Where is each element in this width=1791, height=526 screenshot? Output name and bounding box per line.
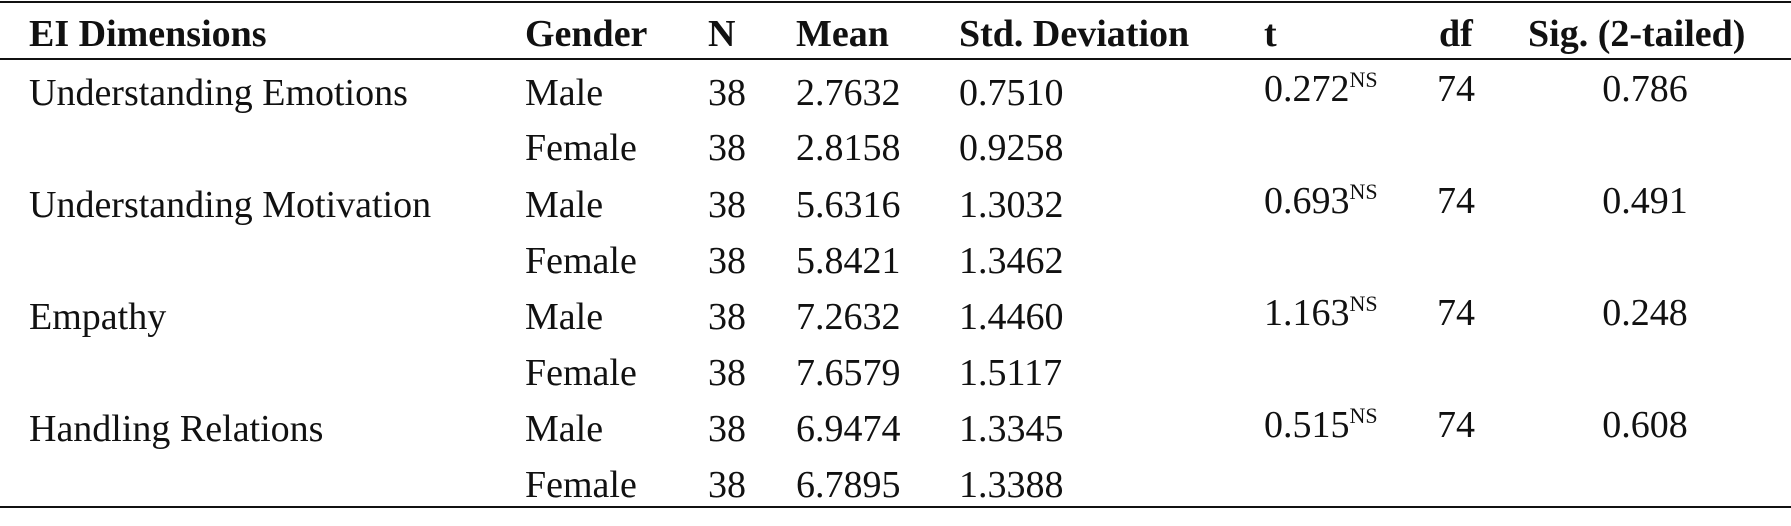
mean: 6.7895 [796, 464, 901, 506]
sig: 0.786 [1602, 68, 1688, 110]
t-value: 0.272 [1264, 68, 1350, 110]
t-value: 0.693 [1264, 180, 1350, 222]
column-header: t [1264, 13, 1277, 55]
mean: 7.6579 [796, 352, 901, 394]
n: 38 [708, 72, 746, 114]
t-note: NS [1350, 403, 1378, 428]
df: 74 [1437, 292, 1475, 334]
std-deviation: 1.3462 [959, 240, 1064, 282]
dimension: Understanding Motivation [29, 184, 431, 226]
dimension: Empathy [29, 296, 166, 338]
column-header: Gender [525, 13, 648, 55]
n: 38 [708, 408, 746, 450]
t-value: 0.515 [1264, 404, 1350, 446]
sig: 0.248 [1602, 292, 1688, 334]
std-deviation: 1.5117 [959, 352, 1062, 394]
sig: 0.608 [1602, 404, 1688, 446]
df: 74 [1437, 68, 1475, 110]
dimension: Handling Relations [29, 408, 323, 450]
sig: 0.491 [1602, 180, 1688, 222]
mean: 5.8421 [796, 240, 901, 282]
std-deviation: 1.4460 [959, 296, 1064, 338]
column-header: EI Dimensions [29, 13, 267, 55]
gender: Male [525, 184, 603, 226]
mean: 6.9474 [796, 408, 901, 450]
gender: Male [525, 72, 603, 114]
n: 38 [708, 127, 746, 169]
column-header: df [1439, 13, 1474, 55]
df: 74 [1437, 404, 1475, 446]
std-deviation: 0.9258 [959, 127, 1064, 169]
n: 38 [708, 296, 746, 338]
column-header: Sig. (2-tailed) [1528, 13, 1745, 55]
mean: 2.7632 [796, 72, 901, 114]
n: 38 [708, 240, 746, 282]
t-cell: 0.272NS [1264, 67, 1378, 110]
std-deviation: 1.3388 [959, 464, 1064, 506]
gender: Female [525, 352, 637, 394]
t-cell: 1.163NS [1264, 291, 1378, 334]
column-header: Std. Deviation [959, 13, 1189, 55]
mean: 2.8158 [796, 127, 901, 169]
n: 38 [708, 184, 746, 226]
n: 38 [708, 464, 746, 506]
gender: Male [525, 408, 603, 450]
column-header: Mean [796, 13, 889, 55]
dimension: Understanding Emotions [29, 72, 408, 114]
column-header: N [708, 13, 735, 55]
t-cell: 0.693NS [1264, 179, 1378, 222]
gender: Female [525, 464, 637, 506]
df: 74 [1437, 180, 1475, 222]
std-deviation: 1.3345 [959, 408, 1064, 450]
gender: Female [525, 240, 637, 282]
std-deviation: 1.3032 [959, 184, 1064, 226]
mean: 5.6316 [796, 184, 901, 226]
t-note: NS [1350, 179, 1378, 204]
std-deviation: 0.7510 [959, 72, 1064, 114]
t-note: NS [1350, 67, 1378, 92]
gender: Female [525, 127, 637, 169]
mean: 7.2632 [796, 296, 901, 338]
t-value: 1.163 [1264, 292, 1350, 334]
t-note: NS [1350, 291, 1378, 316]
t-cell: 0.515NS [1264, 403, 1378, 446]
n: 38 [708, 352, 746, 394]
gender: Male [525, 296, 603, 338]
